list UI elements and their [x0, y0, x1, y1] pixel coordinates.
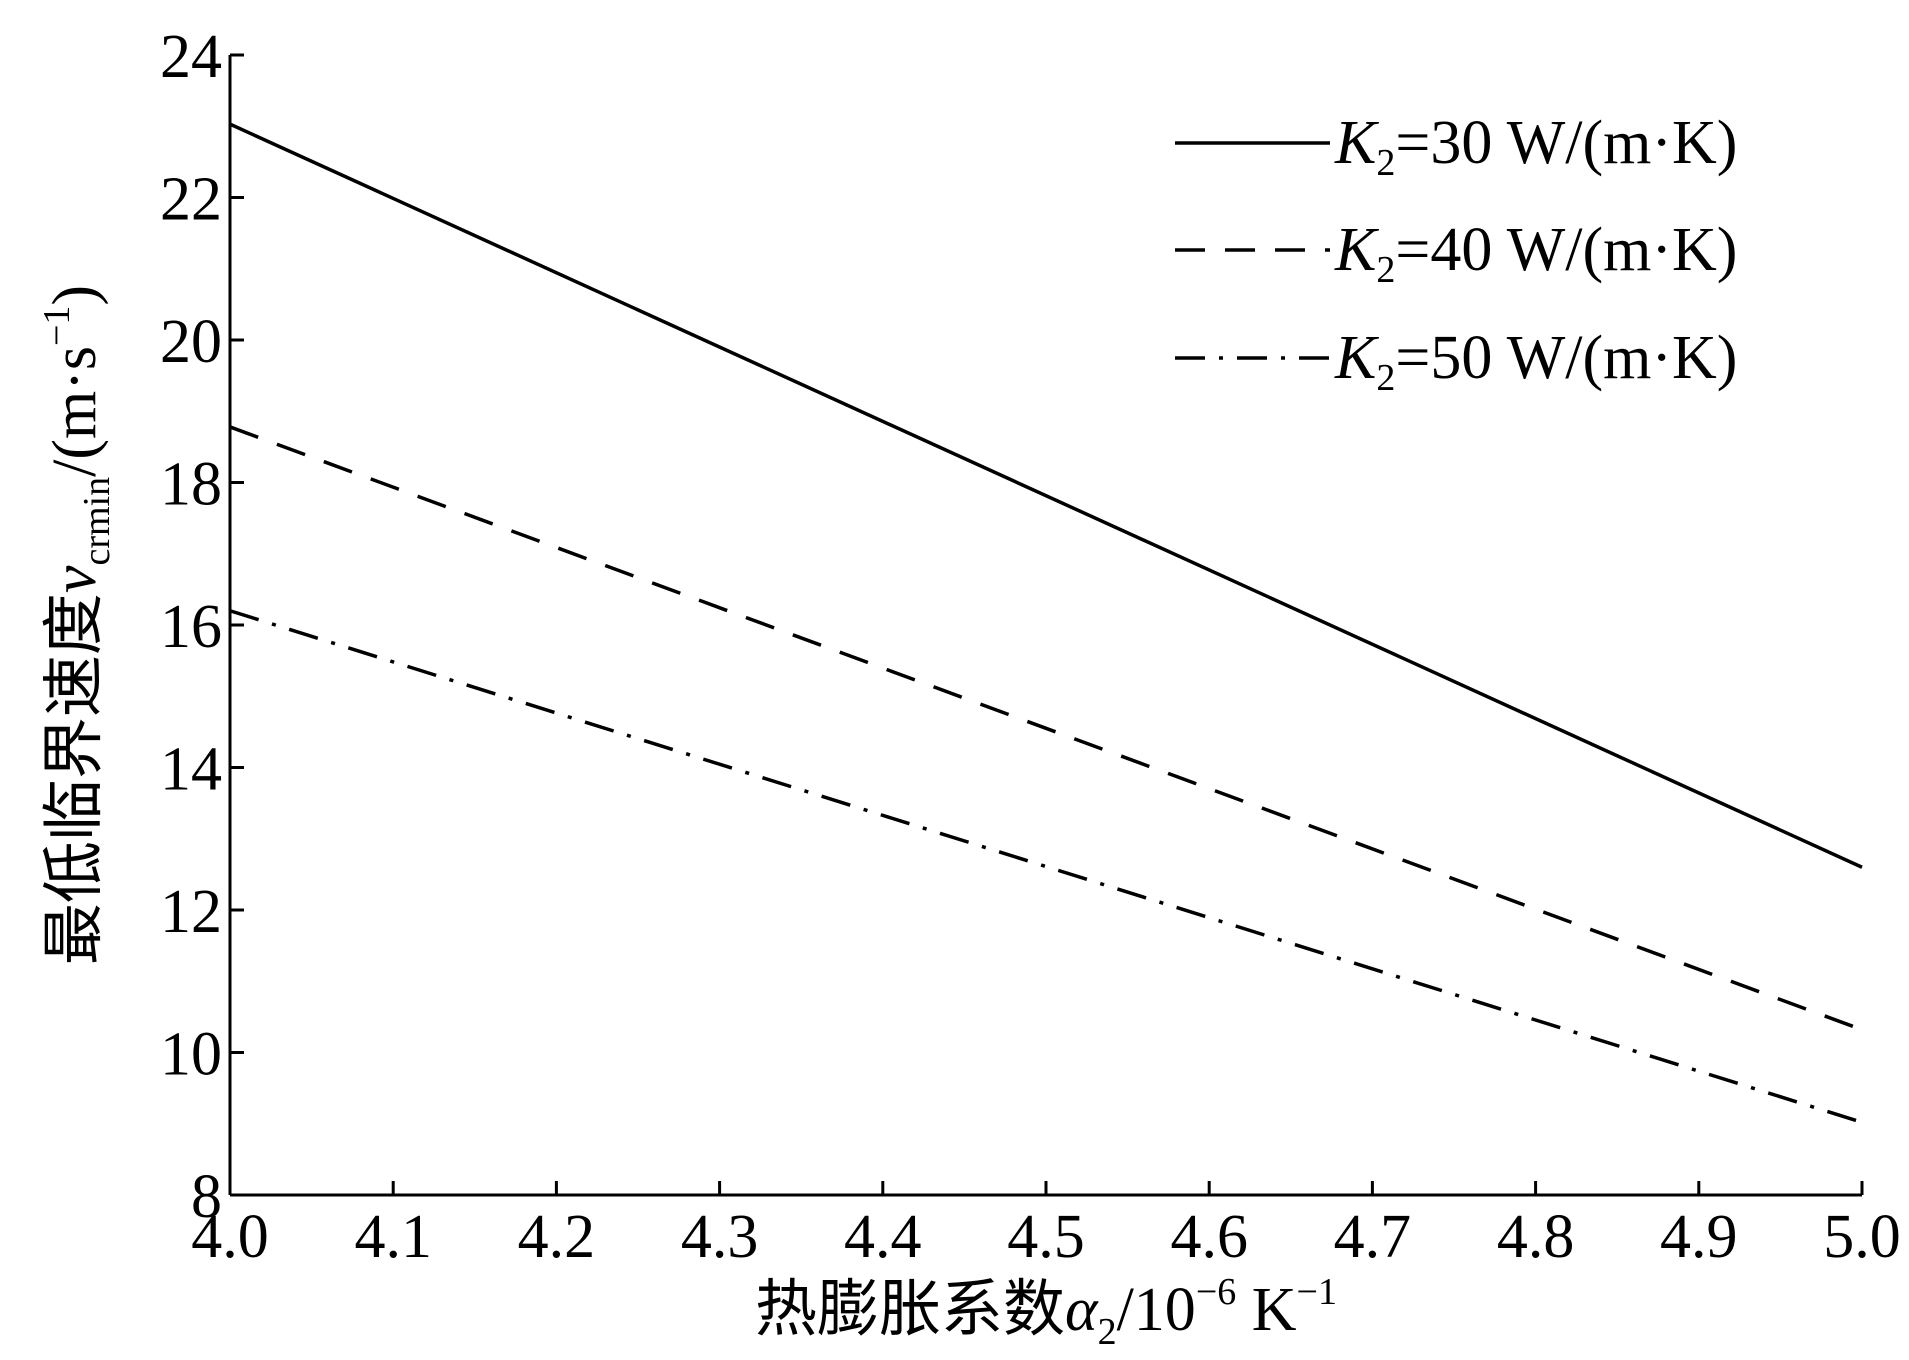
x-tick-label: 4.4 [844, 1203, 922, 1271]
legend-var: K [1334, 216, 1380, 284]
series-lines [229, 122, 1863, 1124]
x-tick-label: 5.0 [1823, 1203, 1901, 1271]
x-axis-title-var: α [1065, 1276, 1099, 1344]
legend-var: K [1334, 324, 1380, 392]
y-tick-label: 14 [160, 736, 222, 804]
x-axis-title-unit-exp: −6 [1196, 1271, 1236, 1313]
x-tick-label: 4.7 [1334, 1203, 1412, 1271]
legend-label: =50 W/(m·K) [1395, 324, 1737, 392]
legend-item-k40: K2=40 W/(m·K) [1175, 216, 1737, 291]
y-tick-label: 8 [191, 1163, 222, 1231]
y-axis-title-prefix: 最低临界速度 [41, 593, 109, 965]
x-axis-title-unit-mid: K [1236, 1276, 1297, 1344]
y-axis-title-unit-post: ) [41, 285, 109, 306]
x-tick-label: 4.6 [1170, 1203, 1248, 1271]
y-tick-label: 24 [160, 23, 222, 91]
x-tick-label: 4.0 [191, 1203, 269, 1271]
y-axis-title-var: v [41, 565, 109, 593]
legend-var: K [1334, 109, 1380, 177]
legend-var-sub: 2 [1376, 357, 1395, 399]
x-axis-ticks: 4.0 4.1 4.2 4.3 4.4 4.5 4.6 4.7 4.8 4.9 5.0 [191, 1181, 1901, 1271]
y-tick-label: 22 [160, 166, 222, 234]
legend-var-sub: 2 [1376, 142, 1395, 184]
x-axis-title-var-sub: 2 [1098, 1311, 1117, 1353]
x-tick-label: 4.5 [1007, 1203, 1085, 1271]
y-axis-title-unit-exp: −1 [36, 306, 78, 346]
series-line-dashed [229, 425, 1863, 1032]
x-axis-title: 热膨胀系数α2/10−6 K−1 [755, 1271, 1337, 1353]
legend-var-sub: 2 [1376, 249, 1395, 291]
series-line-solid [229, 122, 1863, 869]
x-tick-label: 4.3 [681, 1203, 759, 1271]
legend-label: =40 W/(m·K) [1395, 216, 1737, 284]
series-line-dashdot [229, 609, 1863, 1124]
svg-text:K2=50 W/(m·K): K2=50 W/(m·K) [1334, 324, 1737, 399]
x-tick-label: 4.8 [1497, 1203, 1575, 1271]
legend: K2=30 W/(m·K) K2=40 W/(m·K) K2=50 W/(m·K… [1175, 109, 1737, 399]
x-axis-title-prefix: 热膨胀系数 [755, 1276, 1065, 1344]
y-axis-title-unit-pre: /(m·s [41, 346, 109, 477]
y-tick-label: 20 [160, 308, 222, 376]
svg-text:K2=30 W/(m·K): K2=30 W/(m·K) [1334, 109, 1737, 184]
x-tick-label: 4.9 [1660, 1203, 1738, 1271]
legend-label: =30 W/(m·K) [1395, 109, 1737, 177]
y-axis-ticks: 8 10 12 14 16 18 20 22 24 [160, 23, 244, 1231]
y-axis-title: 最低临界速度vcrmin/(m·s−1) [36, 285, 118, 965]
y-tick-label: 12 [160, 878, 222, 946]
legend-item-k50: K2=50 W/(m·K) [1175, 324, 1737, 399]
y-tick-label: 16 [160, 593, 222, 661]
y-tick-label: 10 [160, 1021, 222, 1089]
x-tick-label: 4.1 [354, 1203, 432, 1271]
x-axis-title-unit-exp2: −1 [1297, 1271, 1337, 1313]
y-axis-title-var-sub: crmin [76, 477, 118, 566]
legend-item-k30: K2=30 W/(m·K) [1175, 109, 1737, 184]
svg-text:K2=40 W/(m·K): K2=40 W/(m·K) [1334, 216, 1737, 291]
x-tick-label: 4.2 [518, 1203, 596, 1271]
x-axis-title-unit-pre: /10 [1117, 1276, 1196, 1344]
y-tick-label: 18 [160, 451, 222, 519]
